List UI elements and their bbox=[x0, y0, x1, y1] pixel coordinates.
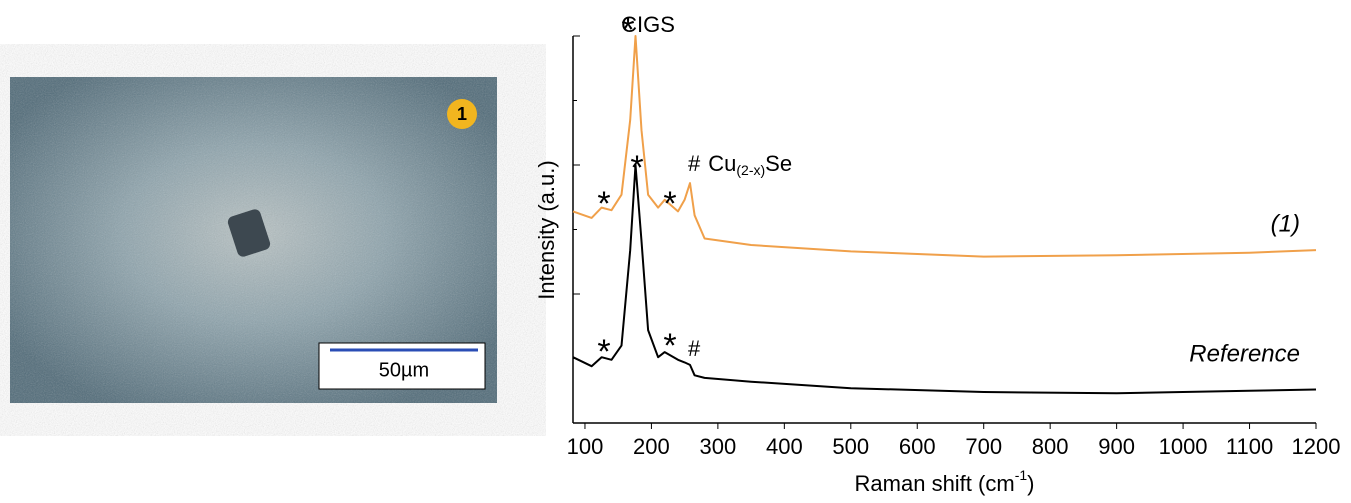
x-tick-label: 700 bbox=[965, 434, 1002, 459]
x-tick-label: 1000 bbox=[1159, 434, 1208, 459]
x-axis-label-end: ) bbox=[1027, 471, 1034, 496]
series-label: Reference bbox=[1189, 340, 1300, 367]
x-tick-label: 900 bbox=[1098, 434, 1135, 459]
annotation: # Cu(2-x)Se bbox=[688, 151, 792, 178]
x-tick-label: 1200 bbox=[1292, 434, 1341, 459]
annotation: * bbox=[597, 333, 610, 371]
x-tick-label: 500 bbox=[832, 434, 869, 459]
micrograph: 1 50µm bbox=[10, 77, 497, 403]
x-tick-label: 800 bbox=[1032, 434, 1069, 459]
x-tick-label: 200 bbox=[633, 434, 670, 459]
annotation-text: Se bbox=[765, 151, 792, 176]
x-tick-label: 100 bbox=[567, 434, 604, 459]
annotation-text: Cu bbox=[708, 151, 736, 176]
x-axis-label: Raman shift (cm-1) bbox=[855, 467, 1035, 496]
x-tick-label: 600 bbox=[899, 434, 936, 459]
x-axis-label-text: Raman shift (cm bbox=[855, 471, 1015, 496]
x-axis-label-sup: -1 bbox=[1015, 467, 1028, 483]
annotation-sub: (2-x) bbox=[736, 162, 765, 178]
annotation: * bbox=[621, 11, 634, 49]
x-tick-label: 1100 bbox=[1226, 434, 1273, 459]
series-label: (1) bbox=[1271, 210, 1300, 237]
annotation-hash: # bbox=[688, 151, 701, 176]
badge bbox=[447, 99, 477, 129]
annotation: * bbox=[663, 327, 676, 365]
annotation: # bbox=[688, 336, 701, 361]
annotation: CIGS bbox=[621, 12, 675, 37]
series-line bbox=[572, 164, 1317, 395]
annotation: * bbox=[630, 149, 643, 187]
annotation: * bbox=[663, 185, 676, 223]
y-axis-label: Intensity (a.u.) bbox=[534, 160, 559, 299]
series-line bbox=[572, 35, 1317, 258]
annotation: * bbox=[597, 185, 610, 223]
x-tick-label: 400 bbox=[766, 434, 803, 459]
badge-label: 1 bbox=[457, 104, 467, 124]
x-tick-label: 300 bbox=[700, 434, 737, 459]
scale-label: 50µm bbox=[379, 359, 429, 381]
